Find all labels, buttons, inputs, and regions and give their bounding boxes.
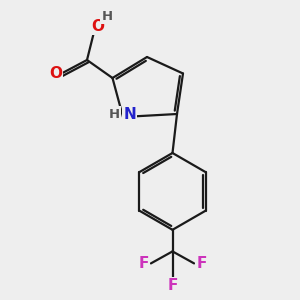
Text: F: F xyxy=(138,256,148,271)
Text: N: N xyxy=(123,106,136,122)
Text: F: F xyxy=(196,256,207,271)
Text: F: F xyxy=(167,278,178,293)
Text: H: H xyxy=(101,10,113,23)
Text: H: H xyxy=(108,107,120,121)
Text: O: O xyxy=(91,19,104,34)
Text: O: O xyxy=(49,66,62,81)
